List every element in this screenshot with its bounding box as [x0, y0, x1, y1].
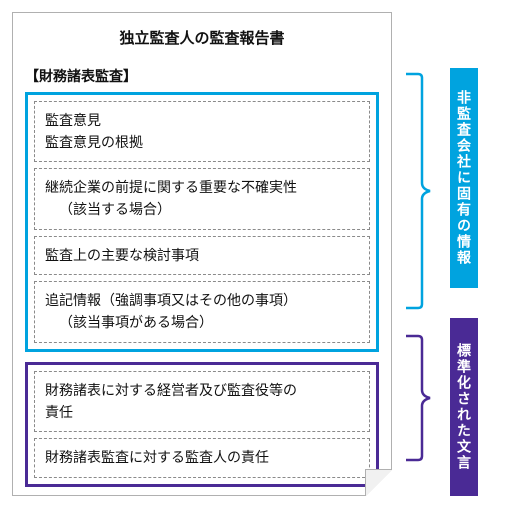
box-line: 財務諸表監査に対する監査人の責任	[45, 449, 269, 465]
box-audit-opinion: 監査意見 監査意見の根拠	[34, 101, 370, 162]
page-title: 独立監査人の監査報告書	[25, 27, 379, 48]
report-page: 独立監査人の監査報告書 【財務諸表監査】 監査意見 監査意見の根拠 継続企業の前…	[12, 12, 392, 496]
box-line: 監査意見	[45, 112, 101, 128]
box-management-responsibility: 財務諸表に対する経営者及び監査役等の 責任	[34, 371, 370, 432]
box-auditor-responsibility: 財務諸表監査に対する監査人の責任	[34, 438, 370, 478]
box-going-concern: 継続企業の前提に関する重要な不確実性 （該当する場合）	[34, 168, 370, 229]
box-key-audit-matters: 監査上の主要な検討事項	[34, 236, 370, 276]
box-line: 財務諸表に対する経営者及び監査役等の	[45, 382, 297, 398]
group-company-specific: 監査意見 監査意見の根拠 継続企業の前提に関する重要な不確実性 （該当する場合）…	[25, 92, 379, 352]
group-standardized: 財務諸表に対する経営者及び監査役等の 責任 財務諸表監査に対する監査人の責任	[25, 362, 379, 487]
box-line: 監査意見の根拠	[45, 134, 143, 150]
box-line: 継続企業の前提に関する重要な不確実性	[45, 179, 297, 195]
bracket-purple	[404, 334, 432, 462]
box-line: （該当事項がある場合）	[45, 312, 359, 334]
side-label-company-specific: 非監査会社に固有の情報	[450, 68, 478, 288]
box-line: 監査上の主要な検討事項	[45, 247, 199, 263]
side-label-standardized: 標準化された文言	[450, 318, 478, 496]
section-heading: 【財務諸表監査】	[25, 66, 379, 86]
box-emphasis: 追記情報（強調事項又はその他の事項） （該当事項がある場合）	[34, 281, 370, 342]
page-fold-corner	[366, 470, 392, 496]
box-line: 追記情報（強調事項又はその他の事項）	[45, 292, 297, 308]
box-line: （該当する場合）	[45, 199, 359, 221]
box-line: 責任	[45, 404, 73, 420]
bracket-cyan	[404, 72, 432, 310]
